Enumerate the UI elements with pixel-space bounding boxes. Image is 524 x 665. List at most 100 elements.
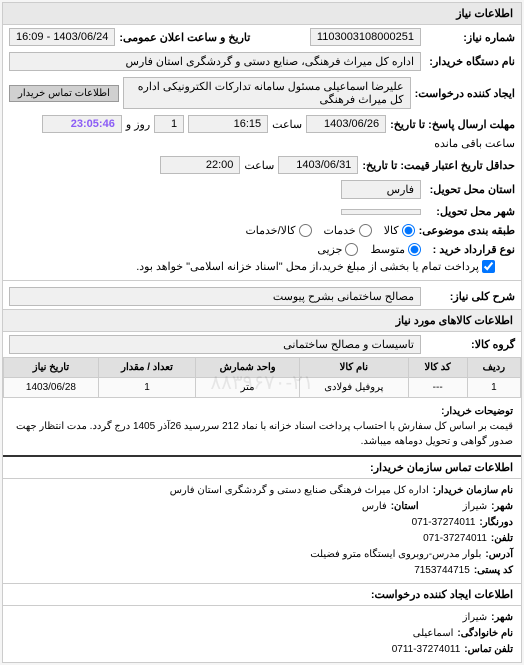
requester-section-title: اطلاعات ایجاد کننده درخواست: [3, 583, 521, 606]
label-item-group: گروه کالا: [425, 338, 515, 351]
row-item-group: گروه کالا: تاسیسات و مصالح ساختمانی [3, 332, 521, 357]
label-validity-time: ساعت [244, 159, 274, 172]
label-validity: حداقل تاریخ اعتبار قیمت: تا تاریخ: [362, 159, 515, 172]
label-delivery-province: استان محل تحویل: [425, 183, 515, 196]
row-need-title: شرح کلی نیاز: مصالح ساختمانی بشرح پیوست [3, 280, 521, 309]
subject-type-radios: کالا خدمات کالا/خدمات [245, 224, 414, 237]
checkbox-payment-label: پرداخت تمام یا بخشی از مبلغ خرید،از محل … [136, 260, 479, 273]
th-qty: تعداد / مقدار [98, 358, 195, 378]
label-req-city: شهر: [491, 610, 513, 626]
value-buyer-name: اداره کل میراث فرهنگی، صنایع دستی و گردش… [9, 52, 421, 71]
th-code: کد کالا [408, 358, 467, 378]
requester-section: شهر: شیراز نام خانوادگی: اسماعیلی تلفن ت… [3, 606, 521, 662]
radio-khadamat-label: خدمات [324, 224, 356, 237]
items-section-title: اطلاعات کالاهای مورد نیاز [3, 309, 521, 332]
contact-section-title: اطلاعات تماس سازمان خریدار: [3, 455, 521, 479]
radio-kala-khadamat-input[interactable] [299, 224, 312, 237]
contact-info-button[interactable]: اطلاعات تماس خریدار [9, 85, 119, 102]
items-table: ردیف کد کالا نام کالا واحد شمارش تعداد /… [3, 357, 521, 398]
contact-section: نام سازمان خریدار: اداره کل میراث فرهنگی… [3, 479, 521, 583]
td-code: --- [408, 378, 467, 398]
value-deadline-date: 1403/06/26 [306, 115, 386, 133]
label-deadline-time: ساعت [272, 118, 302, 131]
value-request-number: 1103003108000251 [310, 28, 421, 46]
radio-motevaset-input[interactable] [408, 243, 421, 256]
radio-kala-khadamat[interactable]: کالا/خدمات [245, 224, 311, 237]
label-need-title: شرح کلی نیاز: [425, 290, 515, 303]
value-req-phone: 0711-37274011 [392, 642, 461, 658]
th-unit: واحد شمارش [196, 358, 300, 378]
label-req-phone: تلفن تماس: [464, 642, 513, 658]
row-postal: کد پستی: 7153744715 [11, 563, 513, 579]
row-org-name: نام سازمان خریدار: اداره کل میراث فرهنگی… [11, 483, 513, 499]
label-fax: دورنگار: [479, 515, 513, 531]
value-item-group: تاسیسات و مصالح ساختمانی [9, 335, 421, 354]
label-address: آدرس: [485, 547, 513, 563]
value-requester: علیرضا اسماعیلی مسئول سامانه تدارکات الک… [123, 77, 411, 109]
label-buyer-notes: توضیحات خریدار: [11, 404, 513, 419]
label-postal: کد پستی: [474, 563, 513, 579]
row-delivery-city: شهر محل تحویل: [3, 202, 521, 221]
row-purchase-type: نوع قرارداد خرید : متوسط جزیی پرداخت تما… [3, 240, 521, 276]
row-phone: تلفن: 071-37274011 [11, 531, 513, 547]
label-org-name: نام سازمان خریدار: [433, 483, 513, 499]
label-requester: ایجاد کننده درخواست: [415, 87, 515, 100]
row-deadline: مهلت ارسال پاسخ: تا تاریخ: 1403/06/26 سا… [3, 112, 521, 153]
value-postal: 7153744715 [414, 563, 470, 579]
value-address: بلوار مدرس-روبروی ایستگاه مترو فضیلت [310, 547, 481, 563]
radio-motevaset[interactable]: متوسط [370, 243, 421, 256]
checkbox-payment-note[interactable]: پرداخت تمام یا بخشی از مبلغ خرید،از محل … [136, 260, 495, 273]
label-purchase-type: نوع قرارداد خرید : [425, 243, 515, 256]
label-days: روز و [126, 118, 150, 131]
radio-kala-label: کالا [384, 224, 399, 237]
radio-jozei[interactable]: جزیی [317, 243, 358, 256]
row-req-city: شهر: شیراز [11, 610, 513, 626]
label-announce-date: تاریخ و ساعت اعلان عمومی: [119, 31, 250, 44]
value-city: شیراز [463, 499, 488, 515]
row-city-province: شهر: شیراز استان: فارس [11, 499, 513, 515]
value-phone: 071-37274011 [423, 531, 487, 547]
value-remaining-time: 23:05:46 [42, 115, 122, 133]
td-row: 1 [467, 378, 520, 398]
label-province: استان: [391, 499, 419, 515]
value-need-title: مصالح ساختمانی بشرح پیوست [9, 287, 421, 306]
value-org-name: اداره کل میراث فرهنگی صنایع دستی و گردشگ… [170, 483, 429, 499]
label-subject-type: طبقه بندی موضوعی: [419, 224, 515, 237]
value-delivery-province: فارس [341, 180, 421, 199]
row-family: نام خانوادگی: اسماعیلی [11, 626, 513, 642]
value-buyer-notes: قیمت بر اساس کل سفارش با احتساب پرداخت ا… [16, 421, 513, 447]
label-request-number: شماره نیاز: [425, 31, 515, 44]
row-subject-type: طبقه بندی موضوعی: کالا خدمات کالا/خدمات [3, 221, 521, 240]
label-remaining: ساعت باقی مانده [434, 137, 515, 150]
label-deadline: مهلت ارسال پاسخ: تا تاریخ: [390, 118, 515, 131]
radio-khadamat-input[interactable] [359, 224, 372, 237]
table-header-row: ردیف کد کالا نام کالا واحد شمارش تعداد /… [4, 358, 521, 378]
label-city: شهر: [491, 499, 513, 515]
value-announce-date: 1403/06/24 - 16:09 [9, 28, 115, 46]
th-name: نام کالا [300, 358, 409, 378]
value-days: 1 [154, 115, 184, 133]
label-delivery-city: شهر محل تحویل: [425, 205, 515, 218]
radio-kala-input[interactable] [402, 224, 415, 237]
row-fax: دورنگار: 071-37274011 [11, 515, 513, 531]
td-name: پروفیل فولادی [300, 378, 409, 398]
radio-jozei-input[interactable] [345, 243, 358, 256]
th-row: ردیف [467, 358, 520, 378]
label-phone: تلفن: [491, 531, 513, 547]
td-qty: 1 [98, 378, 195, 398]
row-requester: ایجاد کننده درخواست: علیرضا اسماعیلی مسئ… [3, 74, 521, 112]
label-family: نام خانوادگی: [457, 626, 513, 642]
radio-kala[interactable]: کالا [384, 224, 415, 237]
radio-motevaset-label: متوسط [370, 243, 405, 256]
radio-khadamat[interactable]: خدمات [324, 224, 372, 237]
td-date: 1403/06/28 [4, 378, 99, 398]
td-unit: متر [196, 378, 300, 398]
checkbox-payment-input[interactable] [482, 260, 495, 273]
row-buyer-name: نام دستگاه خریدار: اداره کل میراث فرهنگی… [3, 49, 521, 74]
row-address: آدرس: بلوار مدرس-روبروی ایستگاه مترو فضی… [11, 547, 513, 563]
table-row: 1 --- پروفیل فولادی متر 1 1403/06/28 [4, 378, 521, 398]
value-validity-date: 1403/06/31 [278, 156, 358, 174]
value-validity-time: 22:00 [160, 156, 240, 174]
value-deadline-time: 16:15 [188, 115, 268, 133]
row-request-number: شماره نیاز: 1103003108000251 تاریخ و ساع… [3, 25, 521, 49]
